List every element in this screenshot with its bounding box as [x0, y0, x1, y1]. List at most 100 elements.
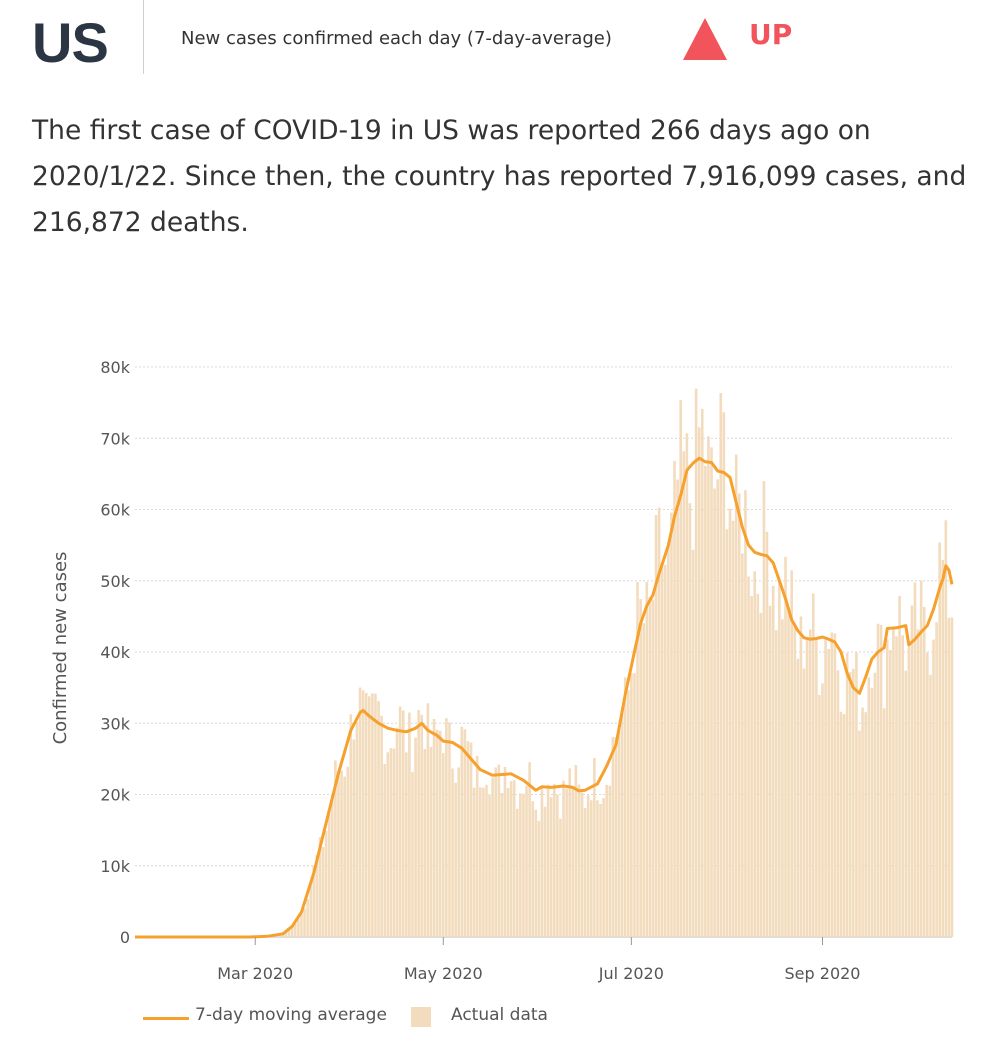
- actual-data-bar: [771, 585, 775, 937]
- actual-data-bar: [611, 737, 615, 937]
- y-tick-label: 70k: [100, 429, 130, 448]
- actual-data-bar: [630, 673, 633, 937]
- actual-data-bar: [448, 722, 451, 937]
- actual-data-bar: [682, 451, 686, 937]
- actual-data-bar: [892, 628, 895, 937]
- actual-data-bar: [497, 764, 501, 937]
- actual-data-bar: [411, 771, 414, 937]
- actual-data-bar: [932, 639, 935, 937]
- actual-data-bar: [503, 766, 507, 937]
- actual-data-bar: [654, 515, 658, 937]
- actual-data-bar: [534, 809, 538, 937]
- actual-data-bar: [904, 670, 908, 937]
- actual-data-bar: [842, 714, 846, 937]
- actual-data-bar: [818, 694, 821, 937]
- actual-data-bar: [858, 730, 861, 937]
- actual-data-bar: [670, 512, 673, 937]
- actual-data-bar: [685, 433, 689, 937]
- actual-data-bar: [747, 576, 750, 937]
- actual-data-bar: [713, 488, 716, 937]
- actual-data-bar: [688, 503, 692, 937]
- actual-data-bar: [426, 703, 430, 937]
- actual-data-bar: [704, 465, 707, 937]
- x-tick-label: Sep 2020: [785, 964, 861, 983]
- actual-data-bar: [667, 542, 670, 937]
- actual-data-bar: [762, 481, 766, 937]
- actual-data-bar: [290, 925, 294, 937]
- actual-data-bar: [676, 479, 679, 937]
- actual-data-bar: [537, 820, 541, 937]
- actual-data-bar: [796, 658, 800, 937]
- x-axis: Mar 2020 May 2020 Jul 2020 Sep 2020: [217, 937, 860, 983]
- actual-data-bar: [457, 767, 461, 937]
- actual-data-bar: [734, 454, 738, 937]
- actual-data-bar: [599, 803, 602, 937]
- actual-data-bar: [494, 767, 498, 937]
- actual-data-bar: [306, 898, 309, 937]
- actual-data-bar: [836, 670, 840, 937]
- actual-data-bar: [852, 668, 855, 937]
- actual-data-bar: [867, 677, 871, 937]
- actual-data-bar: [488, 794, 491, 937]
- actual-data-bar: [549, 797, 553, 937]
- actual-data-bar: [297, 919, 300, 937]
- actual-data-bar: [531, 801, 535, 937]
- triangle-up-icon: [683, 18, 727, 60]
- x-tick-label: Mar 2020: [217, 964, 293, 983]
- actual-data-bar: [334, 760, 337, 937]
- actual-data-bar: [651, 599, 655, 937]
- actual-data-bar: [626, 690, 630, 937]
- actual-data-bar: [694, 388, 698, 937]
- actual-data-bar: [768, 605, 772, 937]
- actual-data-bar: [509, 781, 513, 937]
- actual-data-bar: [879, 625, 883, 937]
- actual-data-bar: [901, 635, 904, 937]
- actual-data-bar: [707, 436, 710, 937]
- y-tick-label: 50k: [100, 572, 130, 591]
- actual-data-bar: [278, 934, 282, 937]
- actual-data-bar: [889, 650, 892, 937]
- actual-data-bar: [349, 714, 353, 937]
- actual-data-bar: [895, 636, 898, 937]
- actual-data-bar: [522, 793, 525, 937]
- actual-data-bar: [405, 752, 408, 937]
- actual-data-bar: [546, 784, 550, 937]
- actual-data-bar: [941, 559, 945, 937]
- actual-data-bar: [663, 564, 667, 937]
- actual-data-bar: [577, 784, 581, 937]
- line-swatch: [143, 1017, 189, 1020]
- y-tick-label: 60k: [100, 501, 130, 520]
- y-tick-label: 20k: [100, 786, 130, 805]
- actual-data-bar: [922, 607, 926, 937]
- actual-data-bar: [815, 639, 818, 937]
- actual-data-bar: [639, 599, 642, 937]
- actual-data-bar: [324, 830, 328, 937]
- actual-data-bar: [593, 758, 596, 937]
- actual-data-bar: [460, 726, 464, 937]
- actual-data-bar: [602, 798, 605, 937]
- actual-data-bar: [401, 710, 405, 937]
- actual-data-bar: [371, 693, 374, 937]
- actual-data-bar: [759, 612, 763, 937]
- actual-data-bar: [377, 701, 380, 937]
- actual-data-bar: [420, 714, 424, 937]
- actual-data-bar: [657, 507, 661, 937]
- actual-data-bar: [331, 794, 334, 937]
- actual-data-bar: [848, 672, 852, 937]
- actual-data-bar: [423, 748, 427, 937]
- actual-data-bar: [478, 787, 482, 937]
- bar-swatch: [411, 1007, 431, 1027]
- actual-data-bar: [741, 553, 744, 937]
- actual-data-bar: [589, 800, 593, 937]
- actual-data-bar: [864, 712, 867, 937]
- actual-data-bar: [389, 748, 393, 937]
- actual-data-bar: [716, 479, 719, 937]
- metric-label: New cases confirmed each day (7-day-aver…: [181, 28, 612, 49]
- actual-data-bar: [482, 787, 485, 937]
- actual-data-bar: [364, 692, 368, 937]
- actual-data-bar: [525, 785, 528, 937]
- actual-data-bar: [744, 490, 747, 937]
- actual-data-bar: [571, 786, 575, 937]
- actual-data-bar: [935, 622, 938, 937]
- actual-data-bar: [287, 927, 291, 937]
